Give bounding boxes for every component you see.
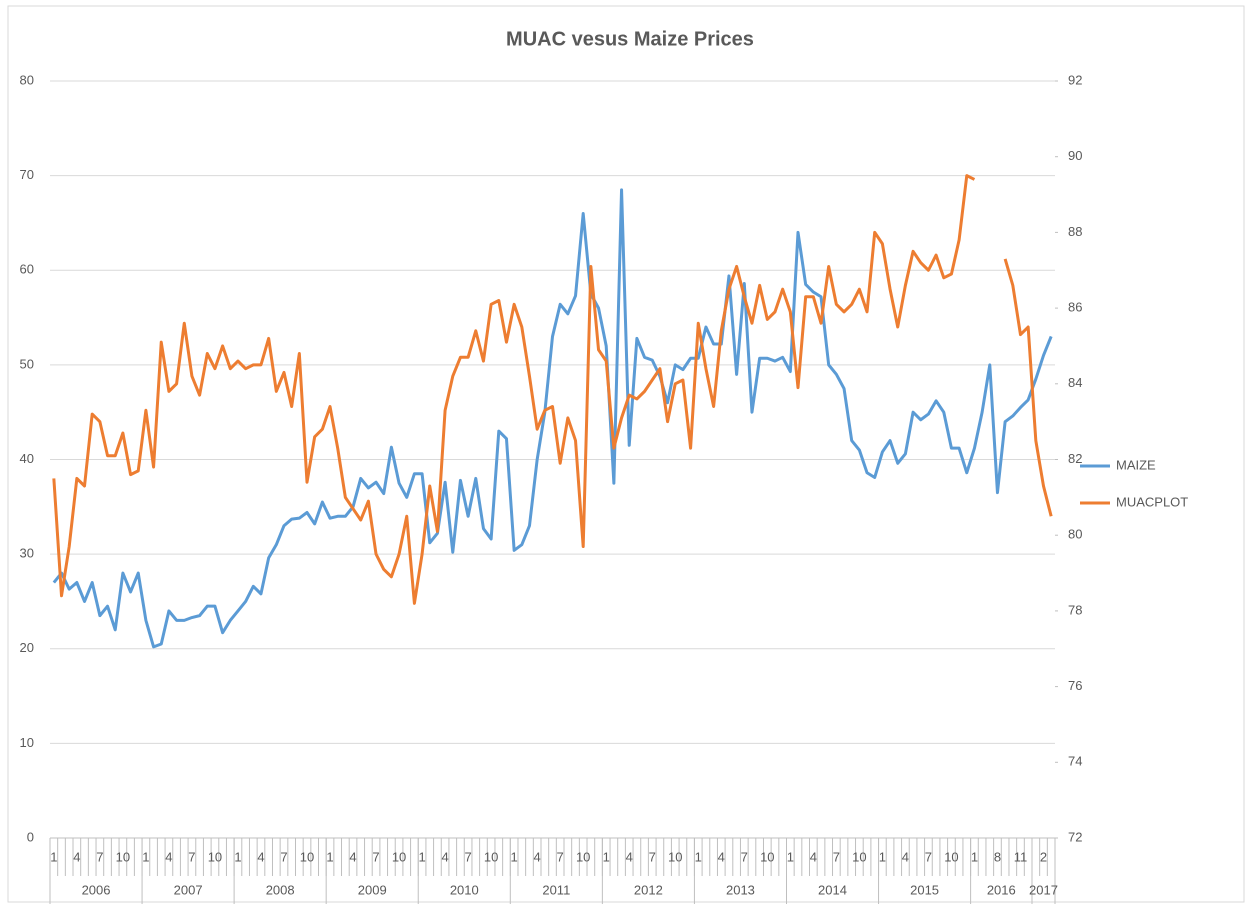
x-tick-label: 7 — [188, 849, 195, 864]
x-tick-label: 7 — [833, 849, 840, 864]
x-tick-label: 8 — [994, 849, 1001, 864]
x-tick-label: 10 — [760, 849, 774, 864]
x-tick-label: 7 — [372, 849, 379, 864]
x-tick-label: 1 — [142, 849, 149, 864]
x-group-label: 2016 — [987, 882, 1016, 897]
x-tick-label: 7 — [96, 849, 103, 864]
x-tick-label: 1 — [603, 849, 610, 864]
x-tick-label: 7 — [649, 849, 656, 864]
y2-tick-label: 74 — [1068, 754, 1082, 769]
y-tick-label: 50 — [20, 356, 34, 371]
y2-tick-label: 80 — [1068, 527, 1082, 542]
x-tick-label: 7 — [464, 849, 471, 864]
y2-tick-label: 84 — [1068, 375, 1082, 390]
x-tick-label: 4 — [626, 849, 633, 864]
y2-tick-label: 88 — [1068, 224, 1082, 239]
x-tick-label: 1 — [787, 849, 794, 864]
x-tick-label: 4 — [349, 849, 356, 864]
chart-frame — [7, 5, 1245, 903]
x-tick-label: 1 — [326, 849, 333, 864]
y2-tick-label: 90 — [1068, 148, 1082, 163]
x-tick-label: 10 — [208, 849, 222, 864]
x-tick-label: 4 — [165, 849, 172, 864]
x-tick-label: 4 — [257, 849, 264, 864]
legend-label: MUACPLOT — [1116, 494, 1188, 509]
series-line — [52, 174, 1053, 605]
legend-label: MAIZE — [1116, 457, 1156, 472]
x-tick-label: 1 — [418, 849, 425, 864]
x-tick-label: 4 — [534, 849, 541, 864]
x-group-label: 2007 — [174, 882, 203, 897]
x-tick-label: 7 — [557, 849, 564, 864]
x-tick-label: 10 — [944, 849, 958, 864]
x-tick-label: 10 — [116, 849, 130, 864]
x-group-label: 2014 — [818, 882, 847, 897]
y-tick-label: 70 — [20, 167, 34, 182]
y2-tick-label: 86 — [1068, 300, 1082, 315]
x-tick-label: 1 — [879, 849, 886, 864]
y2-tick-label: 78 — [1068, 602, 1082, 617]
x-tick-label: 1 — [695, 849, 702, 864]
x-tick-label: 7 — [741, 849, 748, 864]
x-group-label: 2009 — [358, 882, 387, 897]
y2-tick-label: 76 — [1068, 678, 1082, 693]
x-tick-label: 4 — [73, 849, 80, 864]
y2-tick-label: 82 — [1068, 451, 1082, 466]
x-group-label: 2015 — [910, 882, 939, 897]
x-tick-label: 10 — [392, 849, 406, 864]
x-tick-label: 7 — [280, 849, 287, 864]
y-tick-label: 0 — [27, 829, 34, 844]
y-tick-label: 10 — [20, 735, 34, 750]
y-tick-label: 30 — [20, 546, 34, 561]
x-group-label: 2006 — [82, 882, 111, 897]
x-tick-label: 1 — [511, 849, 518, 864]
x-group-label: 2008 — [266, 882, 295, 897]
x-group-label: 2013 — [726, 882, 755, 897]
x-group-label: 2011 — [542, 882, 570, 897]
y2-tick-label: 92 — [1068, 72, 1082, 87]
x-tick-label: 11 — [1014, 849, 1028, 864]
x-tick-label: 10 — [668, 849, 682, 864]
x-group-label: 2010 — [450, 882, 479, 897]
y-tick-label: 60 — [20, 262, 34, 277]
chart-title: MUAC vesus Maize Prices — [506, 28, 754, 50]
series-line — [52, 188, 1053, 649]
y2-tick-label: 72 — [1068, 829, 1082, 844]
y-tick-label: 40 — [20, 451, 34, 466]
x-tick-label: 1 — [50, 849, 57, 864]
x-tick-label: 4 — [441, 849, 448, 864]
x-group-label: 2012 — [634, 882, 663, 897]
y-tick-label: 80 — [20, 72, 34, 87]
x-tick-label: 10 — [852, 849, 866, 864]
x-tick-label: 7 — [925, 849, 932, 864]
x-group-label: 2017 — [1029, 882, 1058, 897]
x-tick-label: 1 — [971, 849, 978, 864]
x-tick-label: 4 — [902, 849, 909, 864]
x-tick-label: 4 — [718, 849, 725, 864]
x-tick-label: 2 — [1040, 849, 1047, 864]
x-tick-label: 10 — [300, 849, 314, 864]
x-tick-label: 10 — [576, 849, 590, 864]
x-tick-label: 1 — [234, 849, 241, 864]
y-tick-label: 20 — [20, 640, 34, 655]
x-tick-label: 4 — [810, 849, 817, 864]
x-tick-label: 10 — [484, 849, 498, 864]
